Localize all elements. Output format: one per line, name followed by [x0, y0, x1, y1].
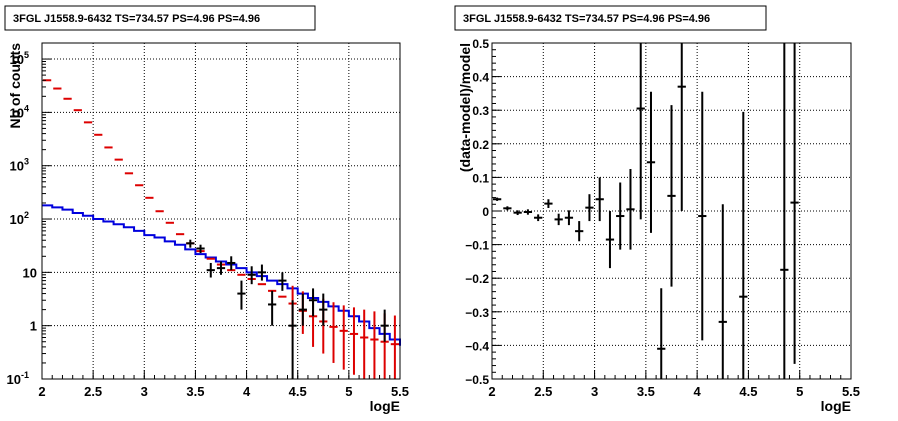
right-x-tick-label: 2.5	[534, 384, 552, 399]
left-y-tick-label: 102	[10, 210, 29, 227]
right-x-axis-title: logE	[821, 398, 851, 414]
left-x-tick-label: 4	[243, 384, 251, 399]
residual-pad: 3FGL J1558.9-6432 TS=734.57 PS=4.96 PS=4…	[454, 5, 860, 414]
right-series	[493, 43, 799, 379]
right-x-tick-label: 2	[488, 384, 495, 399]
right-y-axis-title: (data-model)/model	[457, 43, 473, 172]
left-x-tick-label: 4.5	[289, 384, 307, 399]
right-y-tick-label: −0.4	[465, 339, 489, 353]
left-x-tick-label: 2	[38, 384, 45, 399]
right-title-box	[454, 5, 767, 31]
left-y-tick-label: 103	[10, 157, 29, 174]
left-y-tick-label: 10-1	[7, 370, 29, 387]
right-y-tick-label: −0.3	[465, 306, 489, 320]
left-x-tick-label: 5	[345, 384, 352, 399]
left-grid	[42, 43, 400, 379]
right-y-tick-label: −0.2	[465, 272, 489, 286]
left-plot-frame	[41, 42, 401, 380]
right-y-tick-label: 0.3	[472, 104, 489, 118]
left-x-tick-label: 2.5	[84, 384, 102, 399]
right-y-tick-label: 0.2	[472, 138, 489, 152]
left-x-tick-label: 3.5	[186, 384, 204, 399]
right-title: 3FGL J1558.9-6432 TS=734.57 PS=4.96 PS=4…	[463, 13, 710, 25]
left-series	[42, 79, 401, 379]
right-grid	[492, 43, 851, 379]
right-x-tick-label: 4.5	[739, 384, 757, 399]
left-y-tick-label: 10	[23, 265, 37, 280]
right-x-tick-label: 4	[694, 384, 702, 399]
right-x-tick-label: 5.5	[842, 384, 860, 399]
right-y-tick-label: 0.5	[472, 37, 489, 51]
left-title-box	[4, 5, 316, 31]
left-x-tick-label: 5.5	[391, 384, 409, 399]
counts-pad: 3FGL J1558.9-6432 TS=734.57 PS=4.96 PS=4…	[4, 5, 410, 414]
right-y-tick-label: 0.4	[472, 71, 489, 85]
right-y-tick-label: −0.1	[465, 239, 489, 253]
left-x-tick-label: 3	[141, 384, 148, 399]
right-y-tick-label: 0	[482, 205, 489, 219]
left-y-tick-label: 1	[30, 319, 37, 334]
left-title: 3FGL J1558.9-6432 TS=734.57 PS=4.96 PS=4…	[13, 13, 260, 25]
right-x-tick-label: 3	[591, 384, 598, 399]
right-x-tick-label: 5	[796, 384, 803, 399]
right-x-tick-label: 3.5	[637, 384, 655, 399]
left-y-axis-title: Nb of counts	[7, 43, 23, 129]
left-x-axis-title: logE	[370, 398, 400, 414]
right-y-tick-label: −0.5	[465, 373, 489, 387]
model-source-step-line	[42, 204, 401, 346]
right-y-tick-label: 0.1	[472, 171, 489, 185]
right-ticks: 2 2.5 3 3.5 4 4.5 5 5.5 −0.5 −0.4 −0.3 −0.2 −0.1 0 0.1…	[465, 37, 860, 399]
